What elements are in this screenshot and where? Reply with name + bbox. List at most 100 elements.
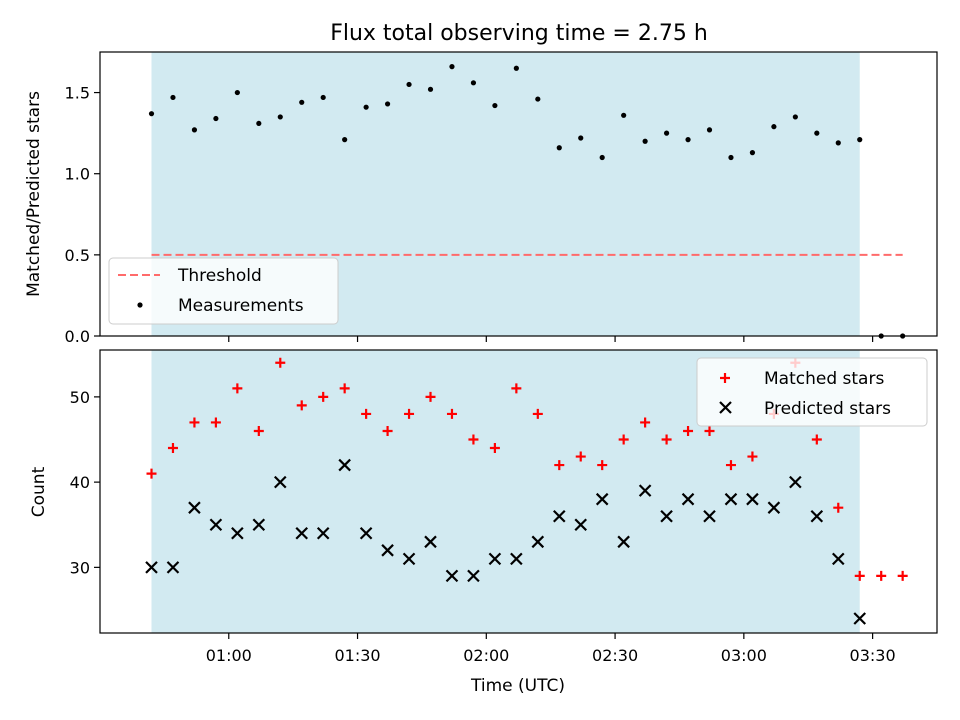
matched-star-point (468, 434, 479, 445)
predicted-star-point (510, 552, 523, 566)
matched-star-point (575, 451, 586, 462)
measurement-point (342, 137, 348, 143)
predicted-star-point (295, 526, 309, 540)
matched-star-point (361, 408, 372, 419)
measurement-point (427, 86, 434, 92)
top-xticks (228, 336, 874, 342)
matched-star-point (511, 383, 522, 394)
matched-star-point (210, 417, 221, 428)
bottom-yticks: 30 40 50 (70, 388, 100, 577)
measurement-point (556, 145, 562, 151)
bottom-xticks: 01:00 01:30 02:00 02:30 03:00 03:30 (206, 633, 896, 665)
predicted-star-point (316, 526, 330, 540)
matched-star-point (683, 425, 694, 436)
bottom-panel: 30 40 50 01:00 01:30 02:00 02:30 03:00 03:30 Co… (29, 349, 938, 696)
predicted-star-point (810, 509, 824, 523)
matched-star-point (554, 460, 565, 471)
measurement-point (771, 124, 777, 130)
measurement-point (685, 137, 691, 143)
measurement-point (749, 150, 756, 156)
predicted-star-point (445, 569, 459, 583)
measurement-point (535, 96, 541, 102)
chart-title: Flux total observing time = 2.75 h (330, 21, 708, 46)
measurement-point (578, 135, 584, 141)
predicted-star-point (424, 535, 437, 549)
measurement-point (277, 114, 283, 120)
matched-star-point (146, 468, 157, 479)
measurement-point (384, 101, 391, 107)
predicted-star-point (767, 501, 781, 514)
matched-star-point (318, 391, 329, 402)
measurement-point (706, 127, 713, 133)
predicted-star-point (617, 535, 630, 549)
bottom-y-axis-label: Count (29, 466, 49, 517)
top-ytick-label: 0.0 (65, 327, 90, 346)
top-legend: Threshold Measurements (108, 257, 339, 325)
matched-star-point (382, 425, 393, 436)
bottom-ytick-label: 40 (70, 473, 90, 492)
measurement-point (492, 102, 498, 109)
predicted-star-point (252, 518, 266, 532)
measurement-point (599, 154, 605, 161)
predicted-star-point (531, 535, 545, 549)
predicted-star-point (359, 526, 373, 540)
top-legend-box (108, 257, 339, 325)
matched-star-point (275, 357, 286, 368)
x-axis-label: Time (UTC) (470, 676, 565, 696)
bottom-axes-frame (99, 349, 938, 634)
matched-star-point (597, 460, 608, 471)
predicted-star-point (552, 509, 566, 523)
matched-star-point (532, 408, 543, 419)
matched-star-point (189, 417, 200, 428)
measurement-point (857, 137, 863, 143)
predicted-star-point (681, 492, 695, 506)
bottom-points-layer (145, 357, 908, 625)
matched-star-point (876, 570, 887, 581)
predicted-star-point (209, 518, 223, 532)
top-ytick-label: 0.5 (65, 246, 90, 265)
matched-star-point (640, 417, 651, 428)
xtick-label: 02:30 (592, 646, 638, 665)
matched-star-point (747, 451, 758, 462)
matched-star-point (253, 425, 264, 436)
measurement-point (470, 80, 477, 86)
top-points-layer (148, 64, 906, 339)
predicted-star-point (638, 484, 652, 497)
predicted-star-point (724, 492, 738, 506)
predicted-star-point (402, 552, 416, 566)
legend-threshold-label: Threshold (177, 266, 262, 286)
predicted-star-point (231, 526, 244, 540)
matched-star-point (404, 408, 415, 419)
matched-star-point (661, 434, 672, 445)
measurement-point (513, 65, 519, 71)
measurement-point (320, 94, 326, 101)
measurement-point (835, 140, 841, 146)
top-y-axis-label: Matched/Predicted stars (24, 91, 44, 297)
matched-star-point (811, 434, 822, 445)
measurement-point (148, 111, 155, 117)
top-panel: 0.0 0.5 1.0 1.5 Matched/Predicted stars Thr… (24, 51, 938, 346)
xtick-label: 03:30 (850, 646, 896, 665)
matched-star-point (704, 425, 715, 436)
top-ytick-label: 1.5 (65, 84, 90, 103)
top-yticks: 0.0 0.5 1.0 1.5 (65, 84, 100, 346)
top-axes-frame (99, 51, 938, 337)
xtick-label: 02:00 (463, 646, 509, 665)
legend-predicted-label: Predicted stars (764, 399, 891, 419)
predicted-star-point (853, 612, 867, 625)
measurement-point (728, 154, 734, 161)
predicted-star-point (574, 518, 588, 532)
predicted-star-point (338, 458, 351, 472)
measurement-point (621, 112, 627, 118)
measurement-point (663, 130, 670, 136)
measurement-point (449, 64, 455, 70)
top-ytick-label: 1.0 (65, 165, 90, 184)
predicted-star-point (188, 501, 201, 514)
matched-star-point (897, 570, 908, 581)
measurement-point (363, 104, 369, 110)
measurement-point (814, 130, 820, 136)
legend-predicted-swatch (719, 401, 732, 414)
predicted-star-point (145, 561, 158, 574)
matched-star-point (725, 460, 736, 471)
